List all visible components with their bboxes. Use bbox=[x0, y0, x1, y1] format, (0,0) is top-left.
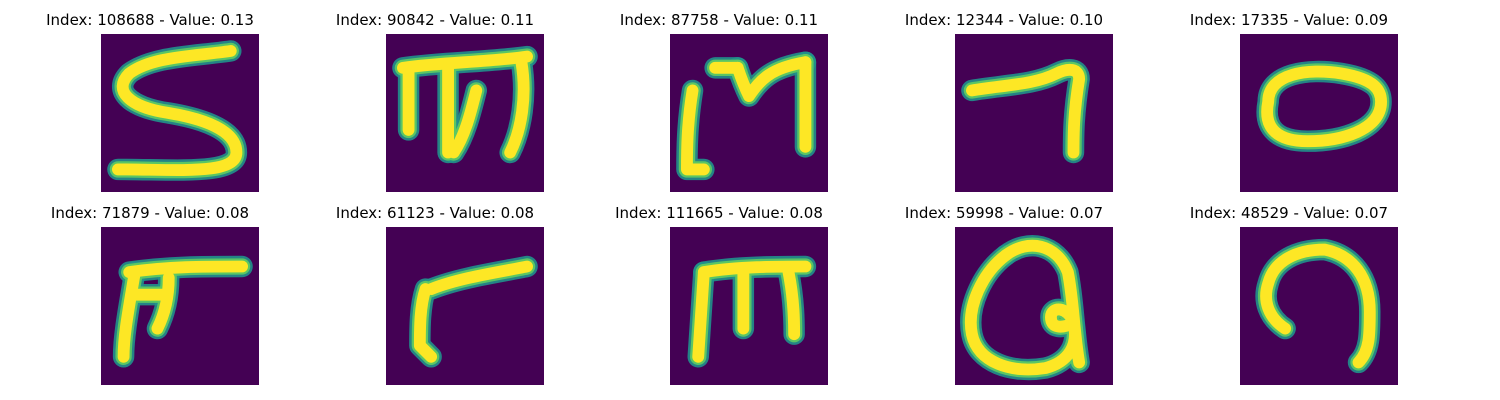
image-panel: Index: 71879 - Value: 0.08 bbox=[0, 193, 300, 385]
glyph-image-0 bbox=[1240, 34, 1398, 192]
panel-title: Index: 48529 - Value: 0.07 bbox=[1189, 204, 1389, 222]
image-panel: Index: 111665 - Value: 0.08 bbox=[569, 193, 869, 385]
image-panel: Index: 12344 - Value: 0.10 bbox=[854, 0, 1154, 192]
glyph-image-n bbox=[1240, 227, 1398, 385]
glyph-image-a bbox=[955, 227, 1113, 385]
glyph-image-r bbox=[386, 227, 544, 385]
image-panel: Index: 48529 - Value: 0.07 bbox=[1139, 193, 1439, 385]
panel-title: Index: 61123 - Value: 0.08 bbox=[335, 204, 535, 222]
glyph-image-m bbox=[670, 227, 828, 385]
panel-title: Index: 108688 - Value: 0.13 bbox=[46, 11, 254, 29]
glyph-image-7 bbox=[955, 34, 1113, 192]
panel-title: Index: 111665 - Value: 0.08 bbox=[615, 204, 823, 222]
image-panel: Index: 61123 - Value: 0.08 bbox=[285, 193, 585, 385]
image-panel: Index: 59998 - Value: 0.07 bbox=[854, 193, 1154, 385]
panel-title: Index: 90842 - Value: 0.11 bbox=[335, 11, 535, 29]
image-panel: Index: 87758 - Value: 0.11 bbox=[569, 0, 869, 192]
glyph-image-m bbox=[386, 34, 544, 192]
panel-title: Index: 12344 - Value: 0.10 bbox=[904, 11, 1104, 29]
glyph-image-S bbox=[101, 34, 259, 192]
panel-title: Index: 17335 - Value: 0.09 bbox=[1189, 11, 1389, 29]
panel-title: Index: 87758 - Value: 0.11 bbox=[619, 11, 819, 29]
panel-title: Index: 59998 - Value: 0.07 bbox=[904, 204, 1104, 222]
image-panel: Index: 90842 - Value: 0.11 bbox=[285, 0, 585, 192]
image-panel: Index: 108688 - Value: 0.13 bbox=[0, 0, 300, 192]
panel-title: Index: 71879 - Value: 0.08 bbox=[50, 204, 250, 222]
image-panel: Index: 17335 - Value: 0.09 bbox=[1139, 0, 1439, 192]
glyph-image-F bbox=[101, 227, 259, 385]
glyph-image-m bbox=[670, 34, 828, 192]
